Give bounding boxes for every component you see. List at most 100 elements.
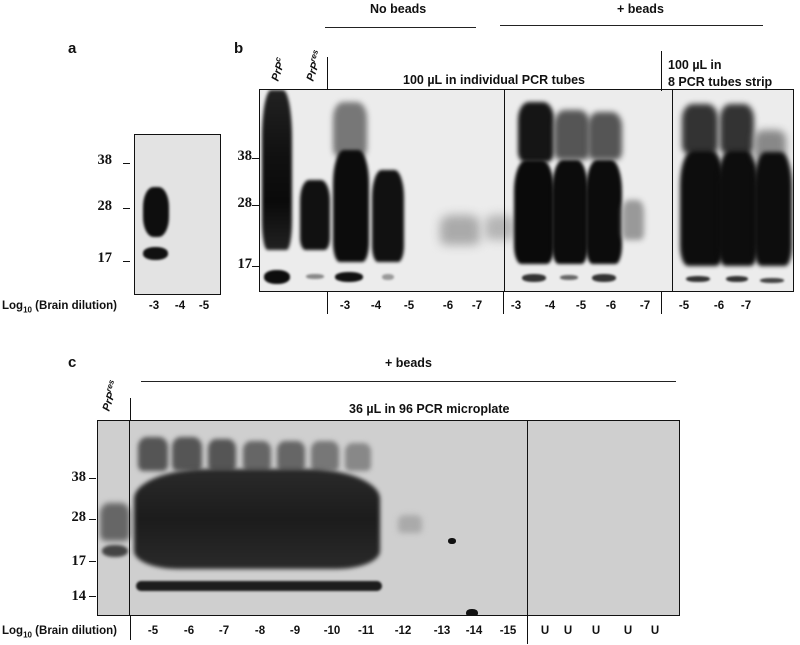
strip-header-line2: 8 PCR tubes strip (668, 75, 773, 89)
lane (682, 104, 718, 154)
panel-c-divider-bottom-2 (527, 616, 528, 644)
lane (588, 112, 622, 160)
panel-c-lane: -8 (254, 625, 266, 637)
panel-b-mw-38: 38 (237, 148, 253, 164)
xlabel-suffix: (Brain dilution) (31, 625, 117, 637)
panel-a-tick-17 (123, 261, 130, 262)
lane (680, 150, 724, 266)
panel-c-mw-14: 14 (71, 588, 87, 604)
panel-c-lane: -15 (499, 625, 517, 637)
panel-a-mw-38: 38 (97, 152, 113, 168)
lane (372, 170, 404, 262)
panel-b-lane-strip: -7 (740, 300, 752, 312)
band (102, 545, 128, 557)
panel-b-lane-beads: -7 (639, 300, 651, 312)
panel-c-lane: -6 (183, 625, 195, 637)
panel-c-lane-unseeded: U (623, 625, 633, 637)
plus-beads-header-b: + beads (617, 2, 664, 16)
band-14 (136, 581, 382, 591)
panel-a-lane: -4 (174, 300, 186, 312)
panel-a-xlabel: Log10 (Brain dilution) (2, 300, 117, 314)
panel-c-lane: -14 (465, 625, 483, 637)
panel-a-lane: -5 (198, 300, 210, 312)
panel-b-divider-bottom-1 (327, 292, 328, 314)
lane (720, 104, 754, 154)
panel-b-lane-strip: -5 (678, 300, 690, 312)
panel-c-lane: -10 (323, 625, 341, 637)
panel-a-mw-17: 17 (97, 250, 113, 266)
panel-b-lane-nobeads: -4 (370, 300, 382, 312)
band (560, 275, 578, 280)
prp-sup: res (307, 48, 321, 63)
prp-text: PrP (304, 60, 322, 83)
lane (440, 215, 480, 245)
lane (754, 152, 792, 266)
prp-text: PrP (269, 60, 287, 83)
lane (485, 215, 515, 240)
strong-lanes (134, 421, 394, 615)
panel-b-lane-beads: -3 (510, 300, 522, 312)
lane (311, 441, 339, 471)
plus-beads-rule-b (500, 25, 763, 26)
panel-b-lane-strip: -6 (713, 300, 725, 312)
lane-prpres (300, 180, 330, 250)
band (592, 274, 616, 282)
lane (552, 160, 588, 264)
panel-a-tick-28 (123, 208, 130, 209)
panel-c-lane: -13 (433, 625, 451, 637)
lane-body (134, 469, 380, 569)
panel-a-label: a (68, 40, 77, 57)
panel-c-lane-unseeded: U (563, 625, 573, 637)
band (686, 276, 710, 282)
xlabel-sub: 10 (23, 305, 32, 315)
control-prpc-label: PrPc (267, 56, 288, 83)
control-prpres-label: PrPres (302, 49, 326, 83)
lane (554, 110, 590, 160)
panel-c-lane-unseeded: U (591, 625, 601, 637)
lane (514, 160, 554, 264)
lane (277, 441, 305, 471)
panel-c-xlabel: Log10 (Brain dilution) (2, 625, 117, 639)
panel-b-label: b (234, 40, 244, 57)
panel-b-lane-nobeads: -7 (471, 300, 483, 312)
microplate-header: 36 µL in 96 PCR microplate (349, 402, 510, 416)
lane (243, 441, 271, 471)
lane (208, 439, 236, 471)
band (335, 272, 363, 282)
panel-b-divider-top-strip (661, 51, 662, 91)
band (760, 278, 784, 283)
panel-c-lane: -12 (394, 625, 412, 637)
lane (333, 102, 367, 157)
panel-c-lane-unseeded: U (650, 625, 660, 637)
panel-c-divider-bottom-1 (130, 616, 131, 640)
panel-b-mw-17: 17 (237, 256, 253, 272)
panel-b-divider-bottom-3 (661, 292, 662, 314)
band (264, 270, 290, 284)
panel-a-tick-38 (123, 163, 130, 164)
panel-b-lane-nobeads: -5 (403, 300, 415, 312)
band (382, 274, 394, 280)
panel-a-band-upper (143, 187, 169, 237)
panel-b-divider-bottom-2 (503, 292, 504, 314)
panel-c-tick-28 (89, 519, 96, 520)
panel-c-divider-top (130, 398, 131, 422)
lane-prpc (262, 90, 292, 250)
panel-b-tick-28 (252, 205, 259, 206)
panel-a-band-17 (143, 247, 168, 260)
panel-b-mw-28: 28 (237, 195, 253, 211)
panel-c-mw-17: 17 (71, 553, 87, 569)
plus-beads-rule-c (141, 381, 676, 382)
lane-divider (527, 421, 528, 615)
panel-a-blot (134, 134, 221, 295)
panel-a-lane: -3 (148, 300, 160, 312)
individual-tubes-header: 100 µL in individual PCR tubes (403, 73, 586, 87)
panel-c-mw-38: 38 (71, 469, 87, 485)
lane-divider (129, 421, 130, 615)
lane (398, 515, 422, 533)
lane-divider (504, 90, 505, 291)
panel-b-lane-beads: -6 (605, 300, 617, 312)
strip-header-line1: 100 µL in (668, 58, 722, 72)
panel-b-tick-17 (252, 266, 259, 267)
no-beads-header: No beads (370, 2, 427, 16)
band (726, 276, 748, 282)
